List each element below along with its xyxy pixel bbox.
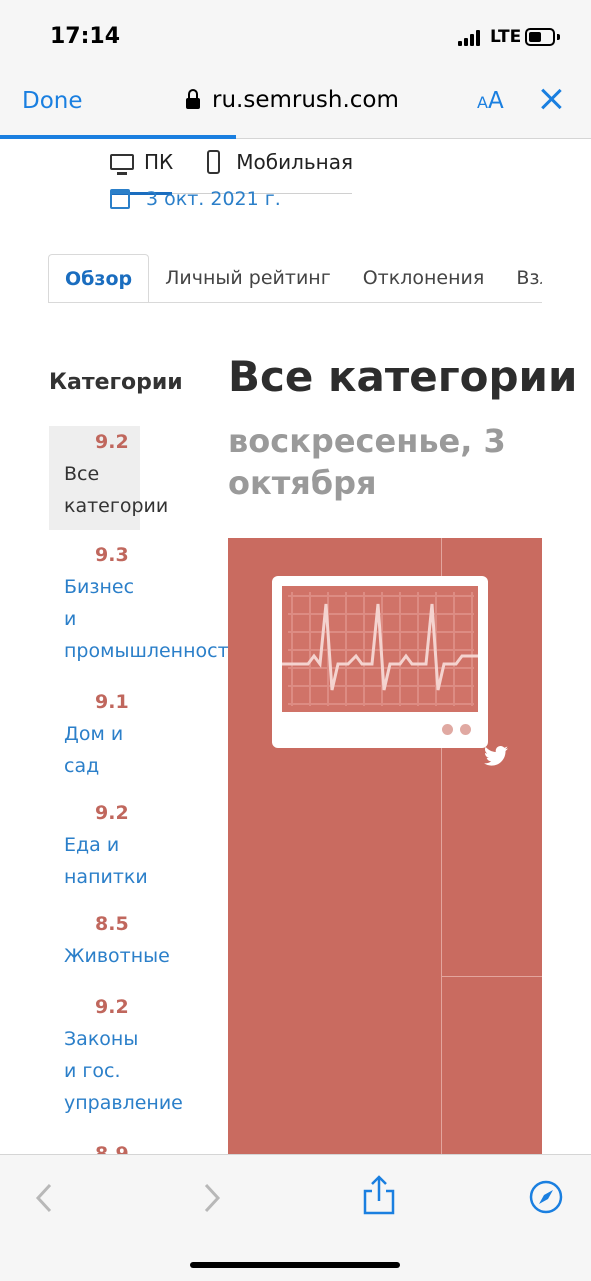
category-score: 9.3 bbox=[95, 544, 129, 566]
calendar-icon bbox=[110, 189, 130, 209]
monitor-dot bbox=[460, 724, 471, 735]
network-label: LTE bbox=[490, 27, 522, 47]
tab-rises[interactable]: Взлеты bbox=[516, 267, 542, 289]
card-divider bbox=[442, 976, 542, 977]
heart-monitor-icon bbox=[272, 576, 488, 748]
category-item-business[interactable]: 9.3 Бизнес и промышленность bbox=[49, 539, 249, 667]
category-name: Еда и напитки bbox=[64, 834, 148, 888]
signal-icon bbox=[458, 30, 484, 46]
home-indicator bbox=[190, 1262, 400, 1268]
tab-personal-rating[interactable]: Личный рейтинг bbox=[165, 267, 331, 289]
compass-icon[interactable] bbox=[528, 1179, 564, 1215]
tab-overview[interactable]: Обзор bbox=[48, 254, 150, 302]
categories-title: Категории bbox=[49, 370, 183, 395]
category-score: 8.5 bbox=[95, 913, 129, 935]
category-item-food-drink[interactable]: 9.2 Еда и напитки bbox=[49, 797, 249, 893]
category-item-all[interactable]: 9.2 Все категории bbox=[49, 426, 169, 530]
forward-icon[interactable] bbox=[202, 1183, 222, 1213]
device-pc-option[interactable]: ПК bbox=[144, 150, 174, 174]
category-item-home-garden[interactable]: 9.1 Дом и сад bbox=[49, 686, 249, 782]
monitor-dot bbox=[442, 724, 453, 735]
url-text: ru.semrush.com bbox=[212, 87, 399, 113]
share-icon[interactable] bbox=[362, 1175, 396, 1215]
twitter-icon[interactable] bbox=[484, 746, 508, 766]
done-button[interactable]: Done bbox=[22, 88, 83, 114]
category-item-law-government[interactable]: 9.2 Законы и гос. управление bbox=[49, 991, 249, 1119]
sensor-card bbox=[228, 538, 542, 1158]
tab-deviations[interactable]: Отклонения bbox=[362, 267, 485, 289]
category-name: Бизнес и промышленность bbox=[64, 576, 240, 662]
device-mobile-option[interactable]: Мобильная bbox=[236, 150, 354, 174]
browser-toolbar bbox=[0, 1154, 591, 1281]
back-icon[interactable] bbox=[34, 1183, 54, 1213]
date-label: 3 окт. 2021 г. bbox=[146, 188, 281, 210]
battery-cap bbox=[557, 34, 560, 40]
category-name: Законы и гос. управление bbox=[64, 1028, 183, 1114]
device-active-indicator bbox=[110, 192, 172, 195]
page-title: Все категории bbox=[228, 352, 578, 401]
device-divider bbox=[172, 193, 352, 194]
category-score: 9.1 bbox=[95, 691, 129, 713]
category-item-animals[interactable]: 8.5 Животные bbox=[49, 908, 249, 972]
browser-bar: Done ru.semrush.com AA bbox=[0, 78, 591, 139]
category-score: 9.2 bbox=[95, 431, 129, 453]
category-score: 9.2 bbox=[95, 802, 129, 824]
page-load-progress bbox=[0, 135, 236, 139]
lock-icon bbox=[186, 88, 200, 109]
card-divider bbox=[441, 538, 442, 1158]
date-picker[interactable]: 3 окт. 2021 г. bbox=[110, 188, 281, 210]
status-time: 17:14 bbox=[50, 24, 121, 49]
category-name: Дом и сад bbox=[64, 723, 124, 777]
page-date-subtitle: воскресенье, 3 октября bbox=[228, 422, 506, 502]
desktop-icon bbox=[110, 154, 134, 175]
device-switcher: ПК Мобильная bbox=[110, 150, 354, 175]
status-bar: 17:14 LTE bbox=[0, 0, 591, 78]
report-tabs: Обзор Личный рейтинг Отклонения Взлеты bbox=[48, 254, 542, 303]
category-name: Животные bbox=[64, 945, 170, 967]
mobile-icon bbox=[207, 150, 221, 174]
text-size-button[interactable]: AA bbox=[477, 88, 504, 114]
category-name: Все категории bbox=[64, 463, 169, 517]
category-score: 9.2 bbox=[95, 996, 129, 1018]
close-icon[interactable] bbox=[536, 84, 566, 114]
battery-icon bbox=[525, 28, 555, 46]
address-bar[interactable]: ru.semrush.com bbox=[186, 87, 399, 113]
